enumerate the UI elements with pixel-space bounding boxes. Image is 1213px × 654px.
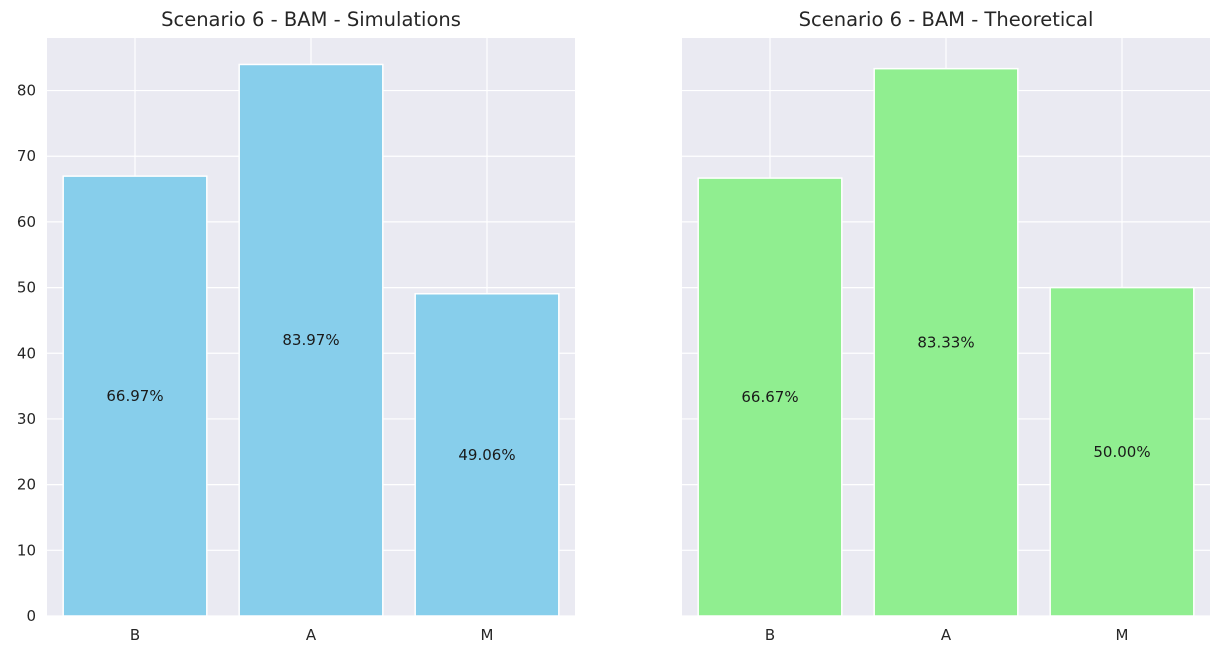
x-tick-label: M: [1116, 626, 1129, 644]
bar-A: [873, 67, 1019, 617]
data-label: 83.97%: [282, 331, 339, 349]
chart-title: Scenario 6 - BAM - Simulations: [161, 8, 461, 31]
y-tick-label: 50: [17, 279, 36, 297]
data-label: 83.33%: [917, 333, 974, 351]
data-label: 66.97%: [106, 387, 163, 405]
bar-B: [62, 175, 208, 617]
x-tick-label: A: [306, 626, 317, 644]
chart-panel-2: 66.67% 83.33% 50.00% B A M Scenario 6 - BAM - …: [682, 8, 1210, 644]
x-tick-label: B: [765, 626, 775, 644]
bar-M: [414, 293, 560, 617]
y-tick-label: 10: [17, 541, 36, 559]
data-label: 66.67%: [741, 388, 798, 406]
data-label: 50.00%: [1093, 443, 1150, 461]
y-tick-label: 80: [17, 82, 36, 100]
x-tick-label: M: [481, 626, 494, 644]
x-tick-label: A: [941, 626, 952, 644]
bar-A: [238, 63, 384, 617]
y-tick-label: 30: [17, 410, 36, 428]
y-tick-label: 70: [17, 147, 36, 165]
y-tick-label: 40: [17, 344, 36, 362]
y-tick-label: 20: [17, 476, 36, 494]
chart-title: Scenario 6 - BAM - Theoretical: [799, 8, 1094, 31]
bar-B: [697, 177, 843, 617]
chart-panel-1: 66.97% 83.97% 49.06% B A M 0 10 20 30 40 50 60 70 80 Sc…: [17, 8, 575, 644]
bar-M: [1049, 286, 1195, 617]
y-tick-label: 0: [26, 607, 36, 625]
y-tick-label: 60: [17, 213, 36, 231]
x-tick-label: B: [130, 626, 140, 644]
data-label: 49.06%: [458, 446, 515, 464]
